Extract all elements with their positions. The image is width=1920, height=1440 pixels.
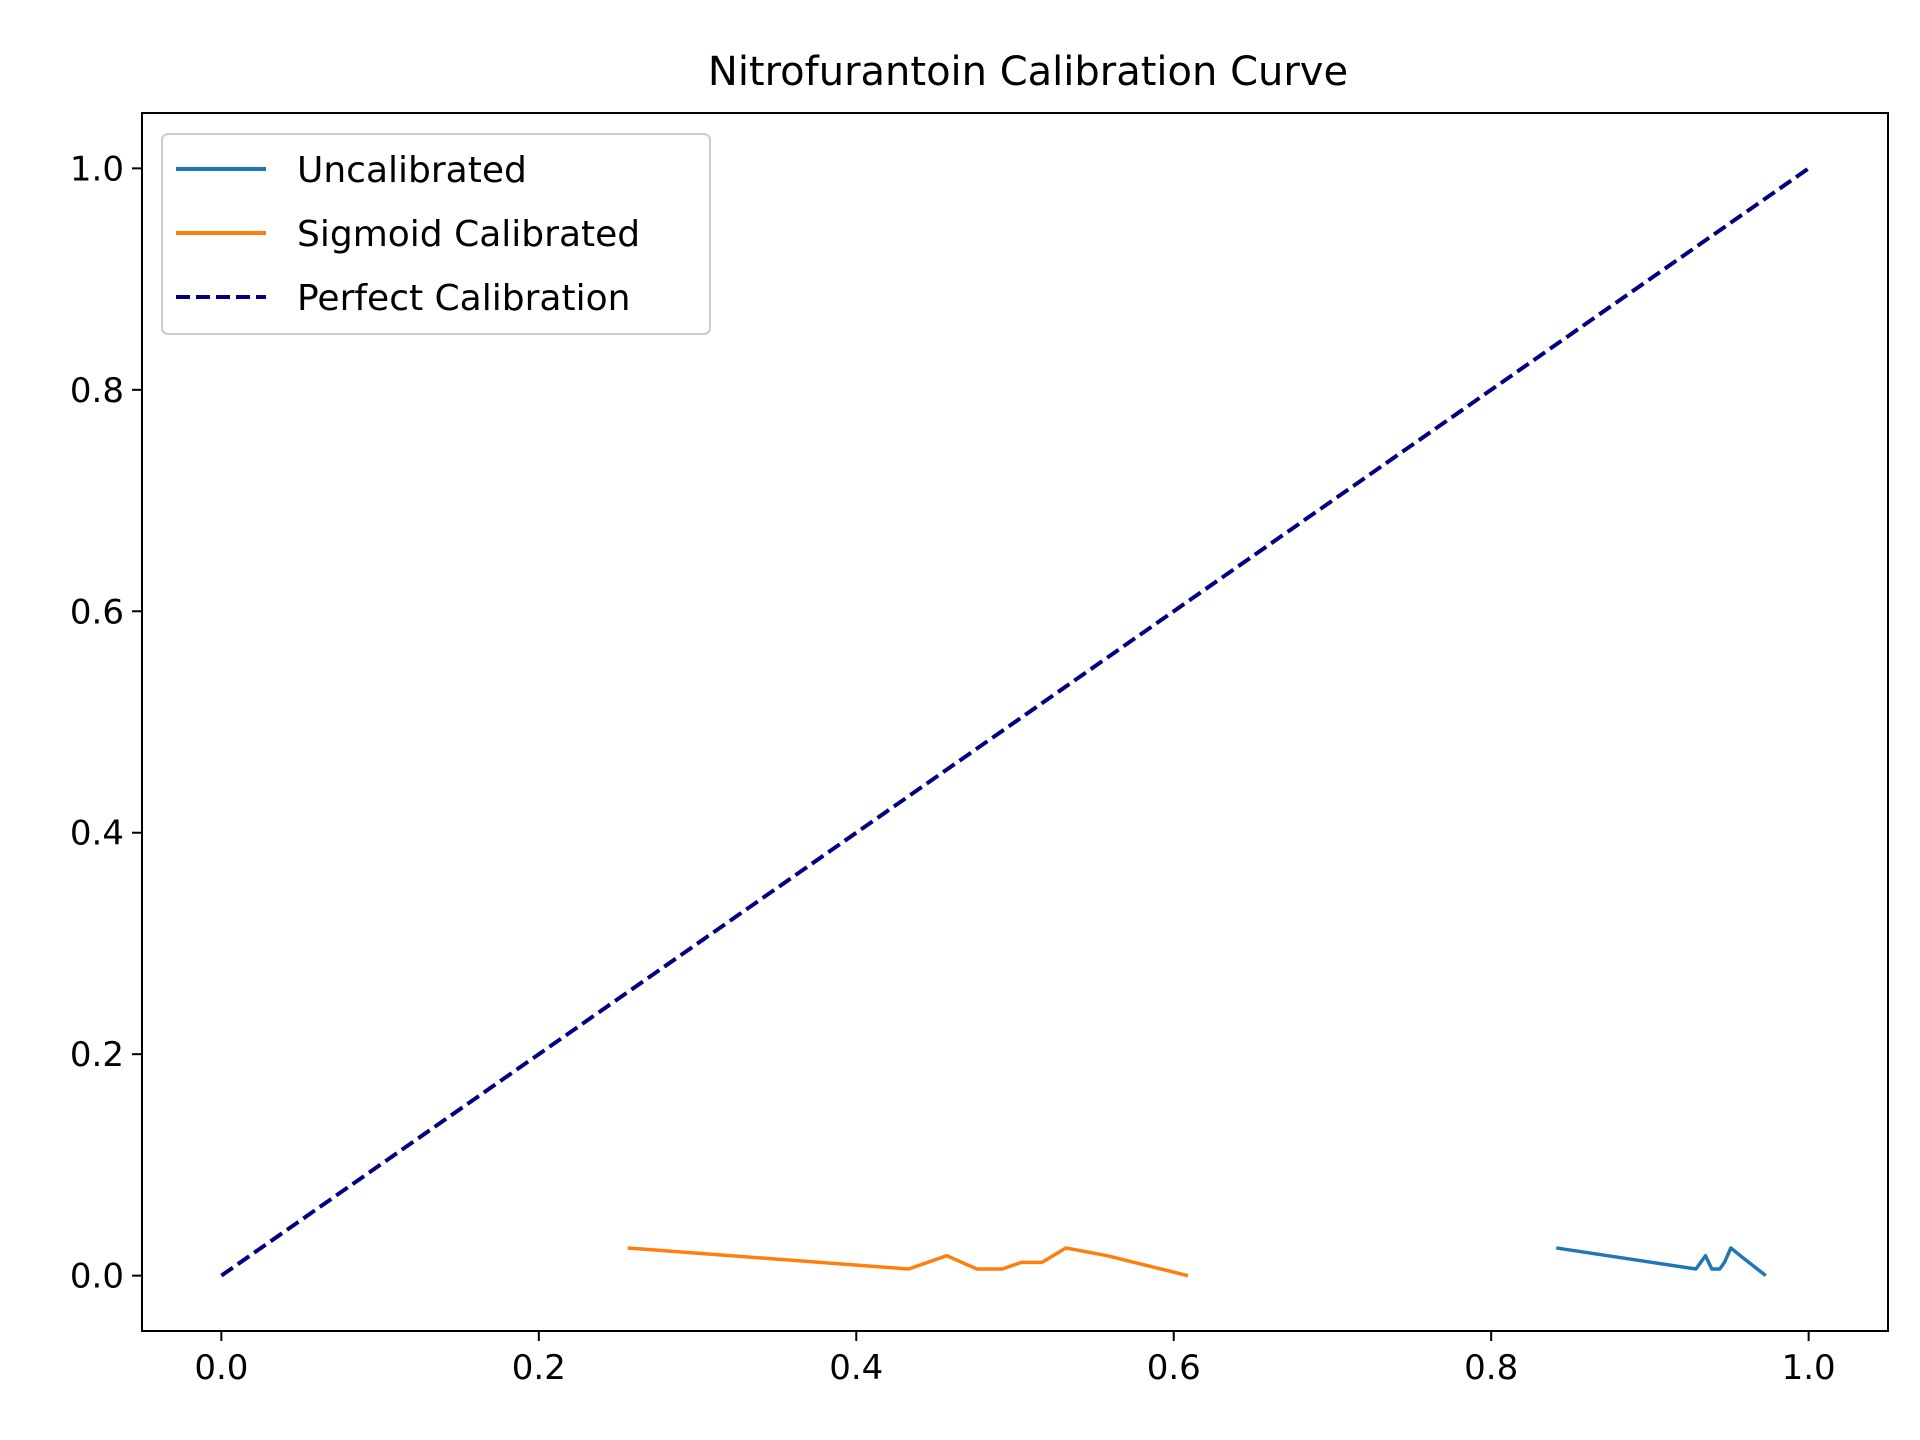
y-tick-label: 0.4 [70, 814, 124, 854]
y-tick-label: 0.0 [70, 1257, 124, 1297]
y-tick-label: 0.2 [70, 1035, 124, 1075]
series-line-sigmoid-calibrated [627, 1246, 1189, 1278]
x-tick-label: 0.8 [1464, 1348, 1518, 1388]
axes: 0.0 0.2 0.4 0.6 0.8 1.0 0.0 0.2 0.4 0.6 0.8 1.0 [70, 112, 1889, 1388]
axes-frame [141, 112, 1889, 1332]
x-tick-label: 1.0 [1782, 1348, 1836, 1388]
legend-box [161, 133, 711, 335]
x-tick-label: 0.6 [1147, 1348, 1201, 1388]
x-tick-label: 0.2 [512, 1348, 566, 1388]
chart-title: Nitrofurantoin Calibration Curve [708, 49, 1348, 95]
y-tick-label: 0.8 [70, 371, 124, 411]
legend: Uncalibrated Sigmoid Calibrated Perfect Ca… [161, 133, 711, 335]
x-tick-label: 0.4 [829, 1348, 883, 1388]
legend-label-uncalibrated: Uncalibrated [297, 150, 527, 191]
legend-label-sigmoid-calibrated: Sigmoid Calibrated [297, 214, 640, 255]
y-tick-label: 1.0 [70, 149, 124, 189]
y-tick-label: 0.6 [70, 592, 124, 632]
series-line-perfect-calibration [220, 166, 1810, 1278]
x-tick-label: 0.0 [194, 1348, 248, 1388]
legend-label-perfect-calibration: Perfect Calibration [297, 278, 630, 319]
plot-area [220, 166, 1810, 1278]
series-line-uncalibrated [1555, 1246, 1767, 1278]
